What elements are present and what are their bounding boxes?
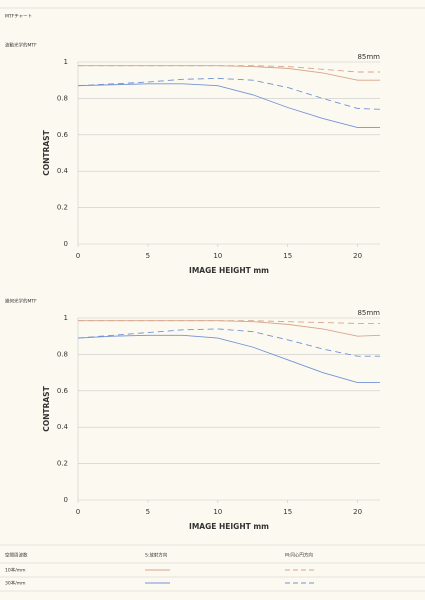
table-header: S:放射方向	[145, 552, 168, 559]
y-tick-label: 0.4	[57, 423, 69, 431]
series-line	[78, 320, 380, 324]
y-tick-label: 0.4	[57, 167, 69, 175]
table-row-label: 10本/mm	[5, 567, 26, 574]
series-line	[77, 83, 380, 128]
x-axis-label: IMAGE HEIGHT mm	[189, 266, 269, 275]
y-axis-label: CONTRAST	[42, 129, 51, 175]
series-line	[77, 334, 380, 384]
x-tick-label: 15	[283, 252, 292, 260]
x-tick-label: 10	[213, 252, 222, 260]
y-tick-label: 1	[64, 58, 68, 66]
series-line	[78, 65, 380, 73]
table-header: 空間周波数	[5, 552, 28, 559]
chart-subtitle: 幾何光学的MTF	[5, 298, 37, 305]
y-tick-label: 0	[64, 240, 68, 248]
page-title: MTFチャート	[5, 14, 32, 20]
annotation: 85mm	[357, 309, 380, 317]
series-line	[78, 320, 381, 337]
x-tick-label: 5	[146, 508, 150, 516]
y-tick-label: 0.2	[57, 460, 68, 468]
series-line	[77, 77, 381, 110]
y-axis-label: CONTRAST	[42, 385, 51, 431]
y-tick-label: 0.6	[57, 131, 69, 139]
y-tick-label: 0.8	[57, 94, 68, 102]
chart-subtitle: 波動光学的MTF	[5, 42, 37, 49]
annotation: 85mm	[357, 53, 380, 61]
x-tick-label: 15	[283, 508, 292, 516]
x-tick-label: 20	[353, 252, 362, 260]
y-tick-label: 0.8	[57, 350, 68, 358]
x-tick-label: 10	[213, 508, 222, 516]
x-tick-label: 0	[76, 508, 80, 516]
x-tick-label: 5	[146, 252, 150, 260]
x-axis-label: IMAGE HEIGHT mm	[189, 522, 269, 531]
y-tick-label: 0.2	[57, 204, 68, 212]
y-tick-label: 0.6	[57, 387, 69, 395]
y-tick-label: 1	[64, 314, 68, 322]
table-row-label: 30本/mm	[5, 580, 26, 587]
table-header: M:同心円方向	[285, 552, 313, 559]
series-line	[77, 328, 380, 357]
y-tick-label: 0	[64, 496, 68, 504]
series-line	[78, 65, 380, 81]
x-tick-label: 20	[353, 508, 362, 516]
x-tick-label: 0	[76, 252, 80, 260]
